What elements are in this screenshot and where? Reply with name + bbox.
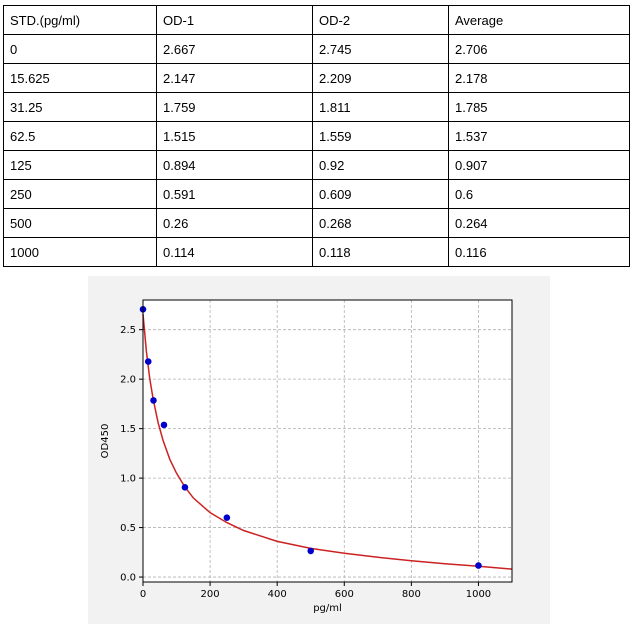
table-row: 0 2.667 2.745 2.706: [3, 34, 630, 64]
table-row: 15.625 2.147 2.209 2.178: [3, 63, 630, 93]
x-tick-label: 1000: [466, 589, 491, 600]
x-tick-label: 600: [335, 589, 354, 600]
y-tick-label: 1.5: [120, 424, 136, 435]
od1-cell: 1.759: [156, 92, 313, 122]
axes-frame: [142, 299, 513, 583]
y-axis-label: OD450: [100, 424, 111, 459]
average-cell: 2.706: [448, 34, 630, 64]
data-point: [144, 358, 152, 365]
average-cell: 2.178: [448, 63, 630, 93]
od1-cell: 0.114: [156, 237, 313, 267]
od2-cell: 0.268: [312, 208, 449, 238]
y-tick-label: 0.5: [120, 523, 136, 534]
table-body: STD.(pg/ml) OD-1 OD-2 Average 0 2.667 2.745 2.7…: [3, 5, 630, 267]
x-axis-label: pg/ml: [313, 603, 342, 614]
table-header-cell: OD-2: [312, 5, 449, 35]
od2-cell: 1.811: [312, 92, 449, 122]
table-header-cell: STD.(pg/ml): [3, 5, 157, 35]
std-cell: 250: [3, 179, 157, 209]
data-point: [160, 421, 168, 429]
x-tick-label: 800: [402, 589, 421, 600]
table-row: 62.5 1.515 1.559 1.537: [3, 121, 630, 151]
chart-svg: 0 200 400 600 800 1000 0.0 0.5 1.0 1.5 2.0 2.5 pg/ml…: [88, 276, 550, 624]
x-tick-label: 0: [140, 589, 146, 600]
od1-cell: 2.667: [156, 34, 313, 64]
average-cell: 0.6: [448, 179, 630, 209]
average-cell: 0.116: [448, 237, 630, 267]
std-cell: 31.25: [3, 92, 157, 122]
data-point: [223, 514, 231, 521]
table-header-row: STD.(pg/ml) OD-1 OD-2 Average: [3, 5, 630, 35]
od2-cell: 1.559: [312, 121, 449, 151]
od2-cell: 0.609: [312, 179, 449, 209]
fitted-curve-line: [142, 313, 513, 570]
data-point: [307, 547, 315, 555]
y-tick-label: 2.0: [120, 375, 136, 386]
std-cell: 0: [3, 34, 157, 64]
od1-cell: 2.147: [156, 63, 313, 93]
od1-cell: 0.591: [156, 179, 313, 209]
table-row: 1000 0.114 0.118 0.116: [3, 237, 630, 267]
std-cell: 125: [3, 150, 157, 180]
table-row: 500 0.26 0.268 0.264: [3, 208, 630, 238]
table-row: 125 0.894 0.92 0.907: [3, 150, 630, 180]
data-point: [181, 484, 189, 491]
data-point: [150, 397, 157, 404]
od2-cell: 0.92: [312, 150, 449, 180]
average-cell: 1.537: [448, 121, 630, 151]
average-cell: 1.785: [448, 92, 630, 122]
table-row: 31.25 1.759 1.811 1.785: [3, 92, 630, 122]
std-cell: 500: [3, 208, 157, 238]
od2-cell: 2.209: [312, 63, 449, 93]
standard-curve-chart: 0 200 400 600 800 1000 0.0 0.5 1.0 1.5 2.0 2.5 pg/ml…: [88, 276, 550, 624]
od2-cell: 0.118: [312, 237, 449, 267]
table-header-cell: Average: [448, 5, 630, 35]
table-row: 250 0.591 0.609 0.6: [3, 179, 630, 209]
od1-cell: 0.26: [156, 208, 313, 238]
std-cell: 62.5: [3, 121, 157, 151]
data-point: [475, 562, 482, 569]
y-tick-label: 2.5: [120, 325, 136, 336]
x-tick-label: 200: [201, 589, 220, 600]
average-cell: 0.907: [448, 150, 630, 180]
plot-area: [143, 300, 512, 582]
standard-data-table: STD.(pg/ml) OD-1 OD-2 Average 0 2.667 2.745 2.7…: [3, 5, 630, 267]
std-cell: 1000: [3, 237, 157, 267]
od1-cell: 0.894: [156, 150, 313, 180]
od1-cell: 1.515: [156, 121, 313, 151]
average-cell: 0.264: [448, 208, 630, 238]
y-tick-label: 0.0: [120, 573, 136, 584]
table-header-cell: OD-1: [156, 5, 313, 35]
od2-cell: 2.745: [312, 34, 449, 64]
y-tick-label: 1.0: [120, 474, 136, 485]
x-tick-label: 400: [268, 589, 287, 600]
std-cell: 15.625: [3, 63, 157, 93]
